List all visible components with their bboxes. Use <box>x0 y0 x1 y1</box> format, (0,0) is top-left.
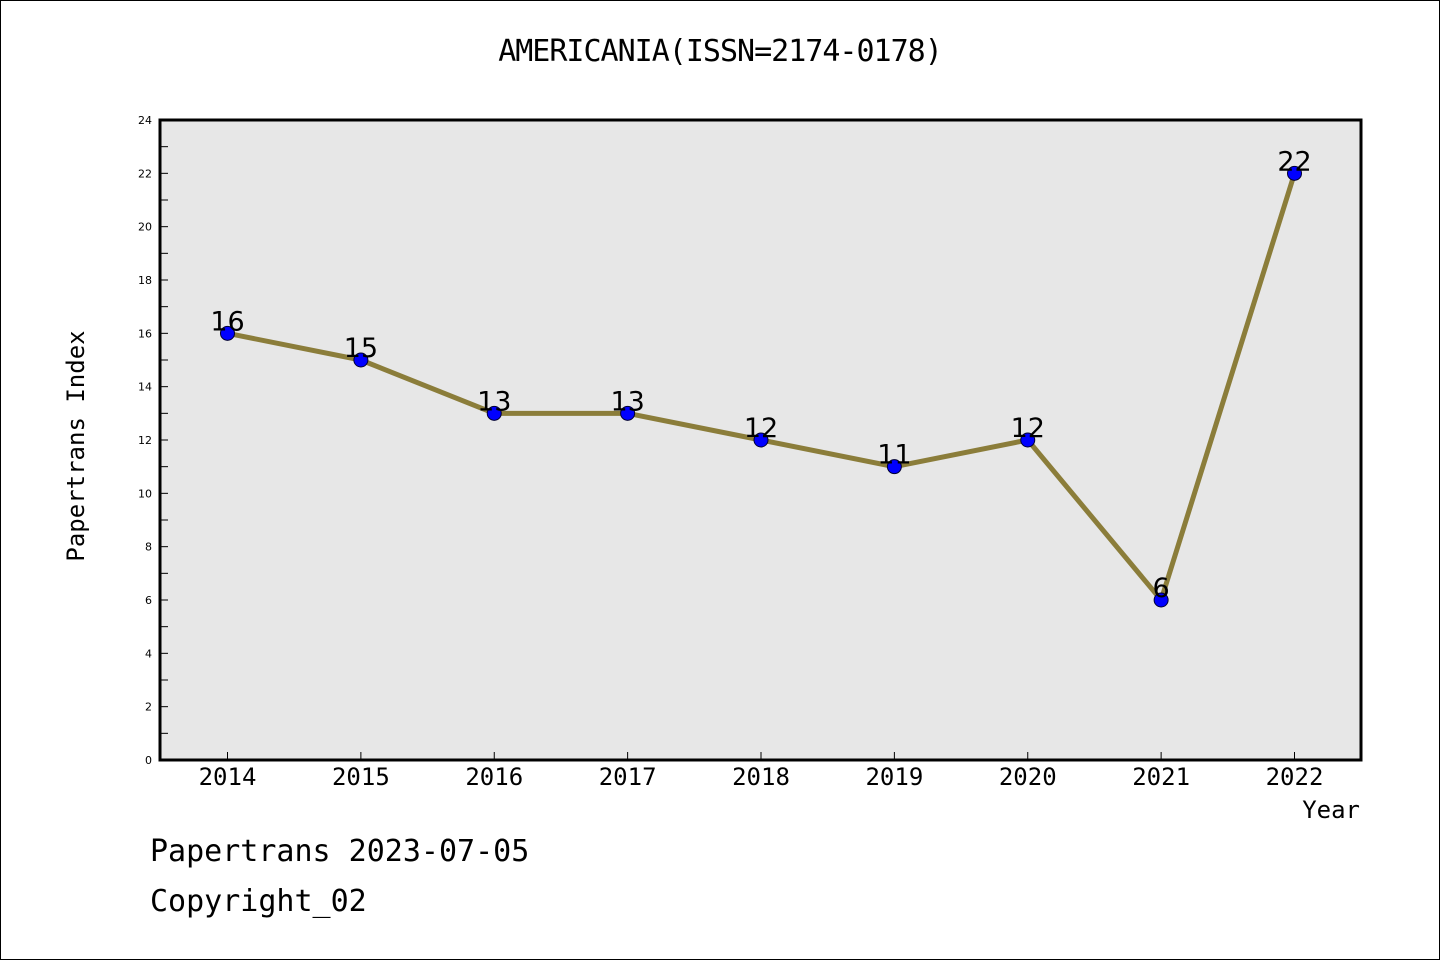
data-label: 15 <box>344 333 378 364</box>
y-tick-label: 2 <box>145 701 152 714</box>
data-point <box>353 352 369 368</box>
y-tick-label: 6 <box>145 594 152 607</box>
data-label: 11 <box>877 440 911 471</box>
data-point <box>220 325 235 341</box>
x-tick-label: 2015 <box>332 763 390 791</box>
data-label: 13 <box>477 386 511 417</box>
y-tick-label: 4 <box>145 647 152 660</box>
x-axis: 2014 2015 2016 2017 2018 2019 2020 2021 2022 <box>199 752 1324 791</box>
y-tick-label: 10 <box>138 487 152 500</box>
x-tick-label: 2016 <box>465 763 523 791</box>
x-tick-label: 2017 <box>599 763 657 791</box>
x-tick-label: 2022 <box>1266 763 1324 791</box>
data-point <box>753 432 769 448</box>
data-point <box>886 459 902 475</box>
y-tick-label: 16 <box>138 327 152 340</box>
y-tick-label: 24 <box>138 114 152 127</box>
y-tick-label: 22 <box>138 167 152 180</box>
footer-date: Papertrans 2023-07-05 <box>150 834 530 869</box>
data-label: 22 <box>1277 146 1311 177</box>
y-tick-label: 0 <box>145 754 152 767</box>
data-label: 13 <box>610 386 644 417</box>
data-point <box>486 405 502 421</box>
x-tick-label: 2021 <box>1132 763 1190 791</box>
data-label: 6 <box>1153 573 1170 604</box>
data-point <box>620 405 636 421</box>
x-tick-label: 2014 <box>199 763 257 791</box>
y-tick-label: 14 <box>138 381 152 394</box>
y-tick-label: 20 <box>138 221 152 234</box>
data-label: 12 <box>744 413 778 444</box>
y-tick-label: 8 <box>145 541 152 554</box>
x-tick-label: 2018 <box>732 763 790 791</box>
data-point <box>1020 432 1036 448</box>
series-points <box>220 165 1302 608</box>
y-tick-label: 12 <box>138 434 152 447</box>
data-labels: 16 15 13 13 12 11 12 6 22 <box>210 146 1311 604</box>
x-tick-label: 2020 <box>999 763 1057 791</box>
data-point <box>1153 592 1169 608</box>
chart-title: AMERICANIA(ISSN=2174-0178) <box>498 34 943 69</box>
x-axis-label: Year <box>1302 796 1360 824</box>
data-label: 12 <box>1011 413 1045 444</box>
data-point <box>1287 165 1302 181</box>
plot-border <box>158 118 1363 762</box>
footer-copyright: Copyright_02 <box>150 884 367 919</box>
x-tick-label: 2019 <box>865 763 923 791</box>
y-tick-label: 18 <box>138 274 152 287</box>
data-label: 16 <box>210 306 244 337</box>
